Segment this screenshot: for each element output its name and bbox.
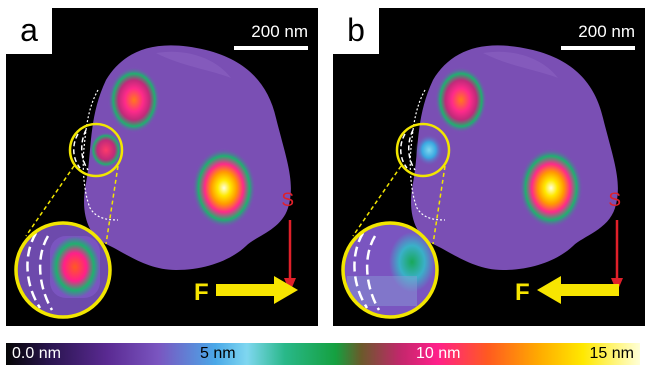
inset-circle [341, 221, 439, 319]
height-colorbar: 0.0 nm 5 nm 10 nm 15 nm [6, 343, 640, 365]
highlight-circle [68, 122, 124, 178]
highlight-circle [395, 122, 451, 178]
panel-a: a 200 nm S F [6, 8, 318, 326]
panel-letter: a [6, 8, 52, 54]
boundary-outline [82, 89, 119, 221]
panel-letter: b [333, 8, 379, 54]
s-label: S [608, 190, 621, 211]
afm-image-b [341, 45, 623, 319]
colorbar-tick-10: 10 nm [416, 345, 461, 362]
colorbar-tick-5: 5 nm [200, 345, 236, 362]
boundary-outline [409, 89, 446, 221]
panel-b: b 200 nm S F [333, 8, 645, 326]
f-label: F [194, 279, 209, 306]
scale-bar [234, 46, 308, 50]
f-label: F [515, 279, 530, 306]
island-right [192, 148, 256, 228]
inset-circle [14, 221, 112, 319]
island-right [519, 148, 583, 228]
afm-image-a [14, 45, 298, 319]
colorbar-tick-0: 0.0 nm [12, 345, 61, 362]
island-small [415, 134, 443, 166]
island-small [90, 132, 122, 168]
island-top [435, 67, 487, 133]
scale-bar-label: 200 nm [578, 22, 635, 41]
s-arrow [284, 278, 296, 292]
scale-bar [561, 46, 635, 50]
f-arrow-left [537, 276, 561, 304]
scale-bar-label: 200 nm [251, 22, 308, 41]
island-top [108, 67, 160, 133]
f-arrow-right [274, 276, 298, 304]
colorbar-tick-15: 15 nm [589, 345, 634, 362]
s-label: S [281, 190, 294, 211]
